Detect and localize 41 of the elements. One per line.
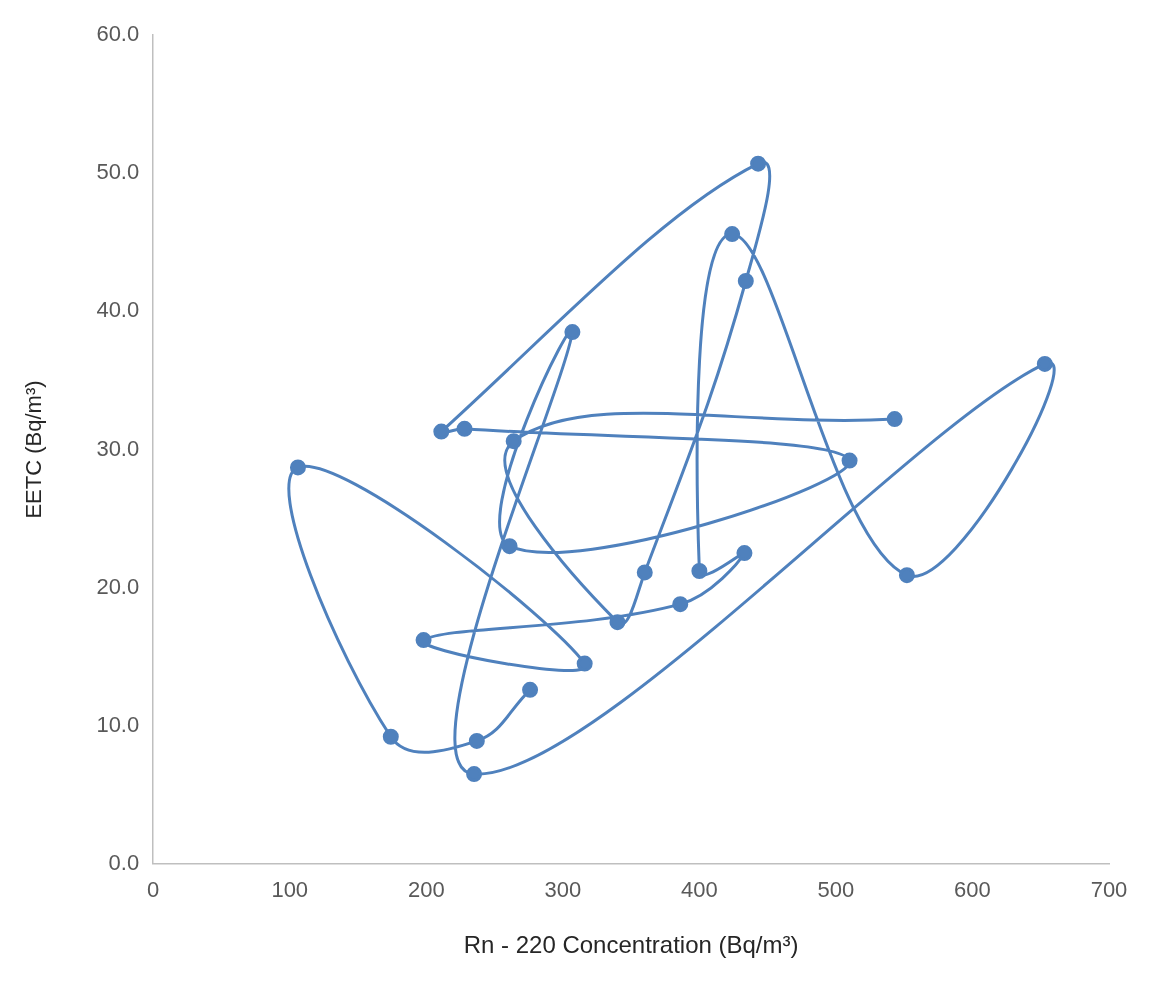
point bbox=[750, 155, 767, 172]
point bbox=[898, 567, 915, 584]
point bbox=[564, 324, 581, 341]
point bbox=[433, 423, 450, 440]
point bbox=[466, 766, 483, 783]
point bbox=[691, 563, 708, 580]
y-tick-label: 50.0 bbox=[96, 159, 140, 185]
y-tick-label: 0.0 bbox=[108, 849, 140, 875]
y-tick-label: 20.0 bbox=[96, 573, 140, 599]
point bbox=[737, 273, 754, 290]
point bbox=[636, 564, 653, 581]
point bbox=[289, 459, 306, 476]
x-tick-label: 100 bbox=[271, 877, 309, 903]
y-tick-label: 40.0 bbox=[96, 297, 140, 323]
point bbox=[456, 420, 473, 437]
x-tick-label: 0 bbox=[147, 877, 160, 903]
x-tick-label: 600 bbox=[954, 877, 991, 903]
point bbox=[886, 411, 903, 428]
point bbox=[382, 728, 399, 745]
y-tick-label: 10.0 bbox=[96, 711, 140, 737]
point bbox=[609, 614, 626, 631]
point bbox=[501, 538, 518, 555]
y-axis-title: EETC (Bq/m³) bbox=[21, 380, 47, 519]
y-tick-label: 30.0 bbox=[96, 435, 140, 461]
point bbox=[724, 226, 741, 243]
x-axis-title: Rn - 220 Concentration (Bq/m³) bbox=[463, 931, 799, 959]
point bbox=[468, 732, 485, 749]
y-tick-label: 60.0 bbox=[96, 21, 140, 47]
x-tick-label: 400 bbox=[681, 877, 718, 903]
point bbox=[522, 681, 539, 698]
point bbox=[1036, 355, 1053, 372]
point bbox=[505, 433, 522, 450]
x-tick-label: 300 bbox=[544, 877, 582, 903]
x-tick-label: 700 bbox=[1090, 877, 1128, 903]
point bbox=[841, 452, 858, 469]
x-tick-label: 500 bbox=[817, 877, 855, 903]
point bbox=[736, 545, 753, 562]
point bbox=[576, 655, 593, 672]
point bbox=[415, 632, 432, 649]
point bbox=[672, 596, 689, 613]
x-tick-label: 200 bbox=[407, 877, 445, 903]
